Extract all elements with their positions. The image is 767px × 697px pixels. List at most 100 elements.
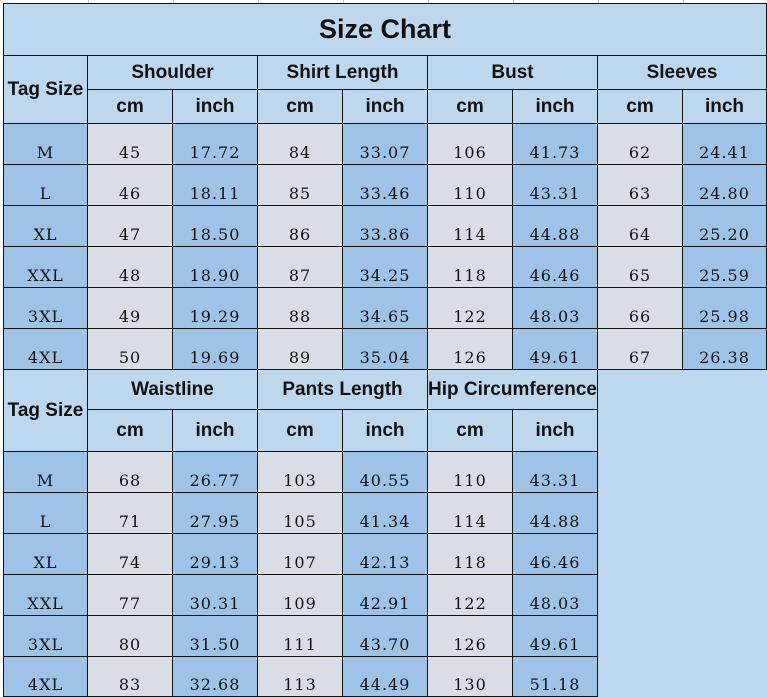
cm-value-cell[interactable]: 85 (258, 165, 343, 206)
cm-value-cell[interactable]: 63 (598, 165, 683, 206)
cm-value-cell[interactable]: 111 (258, 616, 343, 657)
cm-value-cell[interactable]: 46 (88, 165, 173, 206)
inch-value-cell[interactable]: 41.34 (343, 493, 428, 534)
cm-value-cell[interactable]: 66 (598, 288, 683, 329)
gridline (343, 0, 344, 4)
size-cell[interactable]: XL (4, 206, 88, 247)
cm-value-cell[interactable]: 114 (428, 493, 513, 534)
cm-value-cell[interactable]: 80 (88, 616, 173, 657)
inch-value-cell[interactable]: 33.46 (343, 165, 428, 206)
cm-value-cell[interactable]: 103 (258, 452, 343, 493)
cm-value-cell[interactable]: 68 (88, 452, 173, 493)
cm-value-cell[interactable]: 45 (88, 124, 173, 165)
cm-value-cell[interactable]: 77 (88, 575, 173, 616)
size-cell[interactable]: L (4, 493, 88, 534)
size-cell[interactable]: 3XL (4, 616, 88, 657)
inch-value-cell[interactable]: 33.07 (343, 124, 428, 165)
inch-value-cell[interactable]: 18.50 (173, 206, 258, 247)
cm-value-cell[interactable]: 62 (598, 124, 683, 165)
inch-value-cell[interactable]: 25.59 (683, 247, 767, 288)
inch-value-cell[interactable]: 34.25 (343, 247, 428, 288)
cm-value-cell[interactable]: 84 (258, 124, 343, 165)
unit-header-cm: cm (428, 90, 513, 124)
size-cell[interactable]: 4XL (4, 329, 88, 370)
cm-value-cell[interactable]: 118 (428, 534, 513, 575)
inch-value-cell[interactable]: 49.61 (513, 616, 598, 657)
inch-value-cell[interactable]: 19.69 (173, 329, 258, 370)
size-cell[interactable]: M (4, 452, 88, 493)
cm-value-cell[interactable]: 113 (258, 657, 343, 697)
cm-value-cell[interactable]: 65 (598, 247, 683, 288)
size-cell[interactable]: XL (4, 534, 88, 575)
cm-value-cell[interactable]: 64 (598, 206, 683, 247)
inch-value-cell[interactable]: 26.38 (683, 329, 767, 370)
inch-value-cell[interactable]: 30.31 (173, 575, 258, 616)
cm-value-cell[interactable]: 87 (258, 247, 343, 288)
cm-value-cell[interactable]: 89 (258, 329, 343, 370)
size-cell[interactable]: XXL (4, 575, 88, 616)
inch-value-cell[interactable]: 49.61 (513, 329, 598, 370)
inch-value-cell[interactable]: 51.18 (513, 657, 598, 697)
inch-value-cell[interactable]: 17.72 (173, 124, 258, 165)
inch-value-cell[interactable]: 46.46 (513, 247, 598, 288)
cm-value-cell[interactable]: 50 (88, 329, 173, 370)
inch-value-cell[interactable]: 35.04 (343, 329, 428, 370)
inch-value-cell[interactable]: 31.50 (173, 616, 258, 657)
inch-value-cell[interactable]: 27.95 (173, 493, 258, 534)
inch-value-cell[interactable]: 46.46 (513, 534, 598, 575)
cm-value-cell[interactable]: 109 (258, 575, 343, 616)
cm-value-cell[interactable]: 106 (428, 124, 513, 165)
inch-value-cell[interactable]: 18.11 (173, 165, 258, 206)
cm-value-cell[interactable]: 48 (88, 247, 173, 288)
cm-value-cell[interactable]: 88 (258, 288, 343, 329)
inch-value-cell[interactable]: 48.03 (513, 575, 598, 616)
size-cell[interactable]: 3XL (4, 288, 88, 329)
inch-value-cell[interactable]: 48.03 (513, 288, 598, 329)
inch-value-cell[interactable]: 43.31 (513, 452, 598, 493)
cm-value-cell[interactable]: 67 (598, 329, 683, 370)
size-cell[interactable]: M (4, 124, 88, 165)
cm-value-cell[interactable]: 130 (428, 657, 513, 697)
inch-value-cell[interactable]: 43.70 (343, 616, 428, 657)
inch-value-cell[interactable]: 44.88 (513, 206, 598, 247)
cm-value-cell[interactable]: 86 (258, 206, 343, 247)
inch-value-cell[interactable]: 43.31 (513, 165, 598, 206)
cm-value-cell[interactable]: 83 (88, 657, 173, 697)
inch-value-cell[interactable]: 44.49 (343, 657, 428, 697)
cm-value-cell[interactable]: 126 (428, 329, 513, 370)
inch-value-cell[interactable]: 42.91 (343, 575, 428, 616)
cm-value-cell[interactable]: 105 (258, 493, 343, 534)
size-cell[interactable]: 4XL (4, 657, 88, 697)
cm-value-cell[interactable]: 126 (428, 616, 513, 657)
cm-value-cell[interactable]: 107 (258, 534, 343, 575)
inch-value-cell[interactable]: 18.90 (173, 247, 258, 288)
cm-value-cell[interactable]: 122 (428, 288, 513, 329)
cm-value-cell[interactable]: 110 (428, 165, 513, 206)
cm-value-cell[interactable]: 74 (88, 534, 173, 575)
inch-value-cell[interactable]: 29.13 (173, 534, 258, 575)
inch-value-cell[interactable]: 40.55 (343, 452, 428, 493)
cm-value-cell[interactable]: 71 (88, 493, 173, 534)
cm-value-cell[interactable]: 49 (88, 288, 173, 329)
inch-value-cell[interactable]: 32.68 (173, 657, 258, 697)
inch-value-cell[interactable]: 24.80 (683, 165, 767, 206)
inch-value-cell[interactable]: 19.29 (173, 288, 258, 329)
cm-value-cell[interactable]: 114 (428, 206, 513, 247)
cm-value-cell[interactable]: 118 (428, 247, 513, 288)
gridline (513, 0, 514, 4)
inch-value-cell[interactable]: 24.41 (683, 124, 767, 165)
cm-value-cell[interactable]: 122 (428, 575, 513, 616)
cm-value-cell[interactable]: 47 (88, 206, 173, 247)
inch-value-cell[interactable]: 25.98 (683, 288, 767, 329)
unit-header-inch: inch (173, 410, 258, 452)
inch-value-cell[interactable]: 41.73 (513, 124, 598, 165)
inch-value-cell[interactable]: 44.88 (513, 493, 598, 534)
size-cell[interactable]: XXL (4, 247, 88, 288)
inch-value-cell[interactable]: 33.86 (343, 206, 428, 247)
cm-value-cell[interactable]: 110 (428, 452, 513, 493)
size-cell[interactable]: L (4, 165, 88, 206)
inch-value-cell[interactable]: 25.20 (683, 206, 767, 247)
inch-value-cell[interactable]: 42.13 (343, 534, 428, 575)
inch-value-cell[interactable]: 26.77 (173, 452, 258, 493)
inch-value-cell[interactable]: 34.65 (343, 288, 428, 329)
